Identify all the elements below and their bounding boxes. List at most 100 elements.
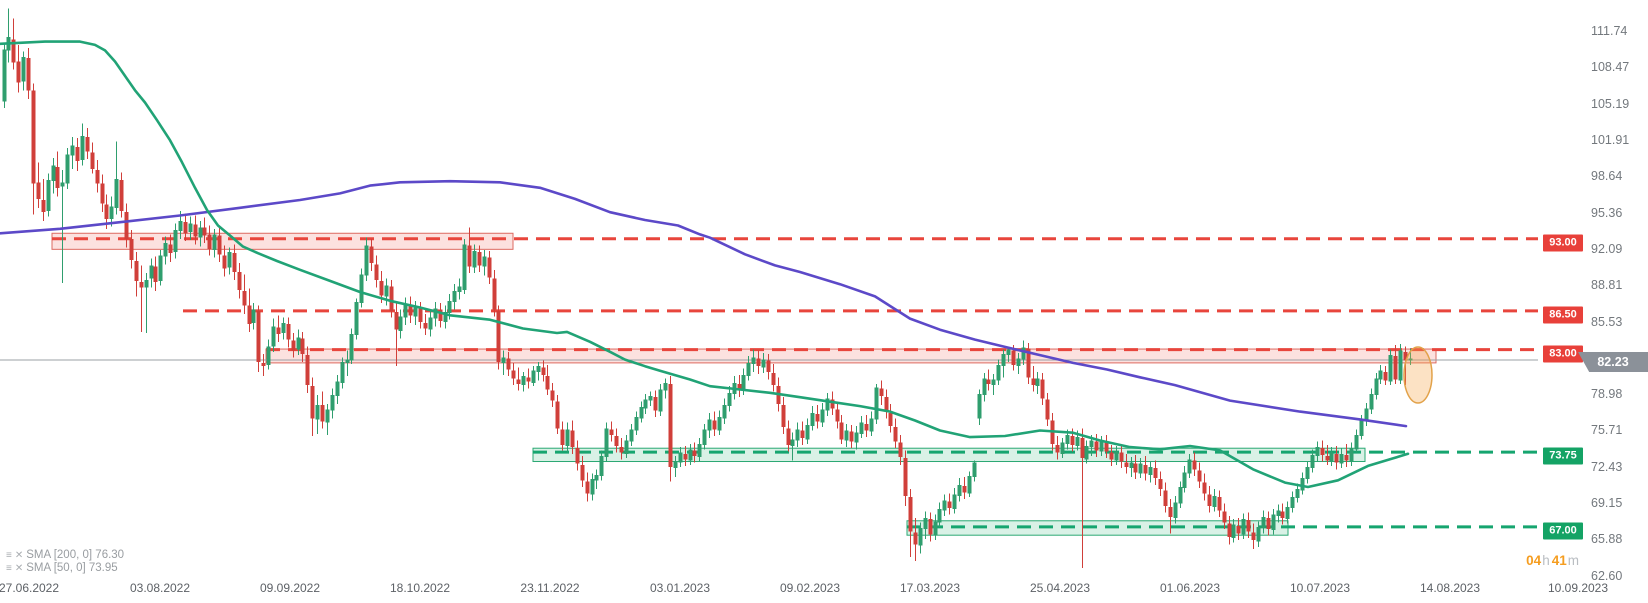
candle-up: [1212, 495, 1217, 507]
candle-down: [1217, 496, 1222, 511]
candle-down: [1222, 511, 1227, 523]
candle-down: [1143, 464, 1148, 474]
candle-down: [217, 235, 222, 255]
candle-down: [550, 390, 555, 401]
candle-down: [1094, 441, 1099, 451]
candle-up: [403, 304, 408, 318]
candle-up: [1271, 514, 1276, 531]
candle-up: [1310, 454, 1315, 469]
candle-down: [908, 496, 913, 532]
candle-down: [1334, 453, 1339, 463]
indicator-remove-icon[interactable]: ✕: [14, 563, 24, 574]
candle-up: [717, 417, 722, 431]
candle-down: [1070, 436, 1075, 445]
candle-up: [1408, 358, 1413, 361]
candle-down: [418, 308, 423, 322]
candle-up: [967, 475, 972, 494]
sma200-line: [0, 179, 1408, 428]
candle-down: [1266, 518, 1271, 530]
candle-down: [575, 448, 580, 464]
candle-down: [104, 204, 109, 219]
candle-down: [369, 246, 374, 264]
candle-up: [428, 317, 433, 330]
candle-down: [256, 310, 261, 362]
candle-up: [2, 49, 7, 102]
candle-up: [859, 422, 864, 434]
candle-up: [65, 154, 70, 184]
candle-up: [457, 286, 462, 292]
candle-up: [1285, 506, 1290, 520]
date-axis-label: 09.09.2022: [259, 581, 321, 595]
current-price-badge: 82.23: [1578, 352, 1648, 372]
candle-down: [986, 379, 991, 384]
zone-73.75[interactable]: [532, 447, 1366, 463]
date-axis-label: 09.02.2023: [779, 581, 841, 595]
price-axis-label: 75.71: [1591, 423, 1623, 438]
candle-up: [413, 307, 418, 317]
candle-up: [178, 221, 183, 232]
candle-down: [1153, 468, 1158, 479]
candle-up: [536, 366, 541, 372]
candle-up: [1021, 347, 1026, 360]
countdown-minutes-unit: m: [1567, 553, 1579, 568]
candle-down: [305, 355, 310, 386]
candle-up: [1290, 496, 1295, 509]
candle-up: [521, 376, 526, 386]
countdown-minutes: 41: [1551, 553, 1567, 568]
candle-up: [629, 429, 634, 442]
candle-down: [1403, 351, 1408, 361]
candle-up: [1075, 437, 1080, 446]
candle-down: [1119, 452, 1124, 462]
indicator-settings-icon[interactable]: ≡: [6, 563, 12, 574]
candle-down: [26, 58, 31, 91]
candle-down: [85, 136, 90, 152]
candle-down: [222, 255, 227, 269]
candle-up: [349, 334, 354, 361]
candle-down: [1011, 350, 1016, 366]
candle-up: [952, 494, 957, 510]
candle-up: [1065, 434, 1070, 444]
candle-up: [46, 180, 51, 212]
candle-down: [928, 519, 933, 535]
zone-93.00[interactable]: [51, 232, 514, 250]
candle-up: [933, 521, 938, 536]
candle-down: [1026, 348, 1031, 378]
date-axis-label: 01.06.2023: [1159, 581, 1221, 595]
candle-down: [1104, 442, 1109, 452]
candle-up: [751, 357, 756, 365]
candle-down: [237, 272, 242, 290]
candle-up: [1359, 420, 1364, 437]
candle-up: [1329, 452, 1334, 462]
candle-up: [1035, 378, 1040, 387]
candle-down: [379, 280, 384, 296]
candle-down: [467, 245, 472, 267]
price-axis-label: 92.09: [1591, 241, 1623, 256]
candle-up: [1364, 408, 1369, 422]
candle-up: [1305, 467, 1310, 480]
candle-down: [202, 227, 207, 236]
candle-down: [1236, 525, 1241, 534]
candle-up: [1300, 478, 1305, 491]
candle-down: [756, 358, 761, 367]
candle-up: [918, 527, 923, 546]
candle-up: [1187, 459, 1192, 474]
candle-down: [580, 464, 585, 481]
candle-up: [702, 429, 707, 445]
level-badge-73.75: 73.75: [1543, 447, 1583, 465]
candle-up: [1256, 526, 1261, 542]
indicator-settings-icon[interactable]: ≡: [6, 550, 12, 561]
zone-83.00[interactable]: [265, 348, 1437, 364]
candle-up: [188, 223, 193, 233]
indicator-remove-icon[interactable]: ✕: [14, 550, 24, 561]
candle-up: [761, 359, 766, 368]
candle-down: [1055, 444, 1060, 453]
candle-up: [697, 443, 702, 458]
candle-up: [1173, 502, 1178, 519]
price-axis-label: 78.98: [1591, 387, 1623, 402]
price-axis-label: 69.15: [1591, 496, 1623, 511]
candle-up: [1276, 510, 1281, 516]
candle-up: [643, 399, 648, 409]
highlight-ellipse-annotation[interactable]: [1403, 346, 1433, 404]
candle-up: [658, 389, 663, 412]
